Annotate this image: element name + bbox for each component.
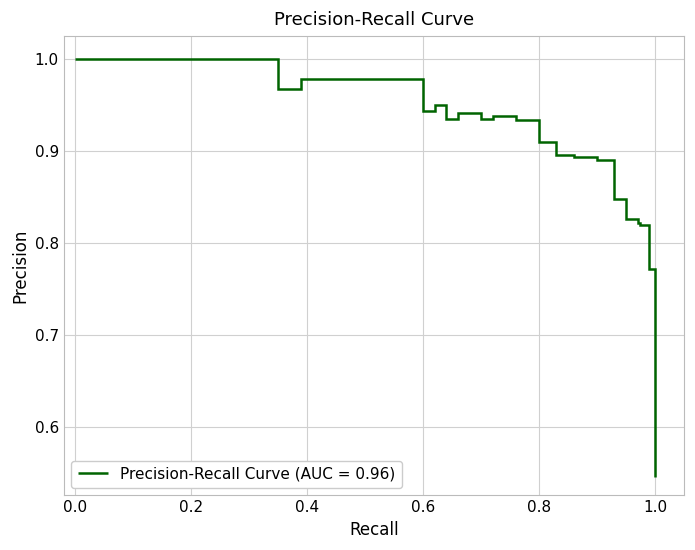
Precision-Recall Curve (AUC = 0.96) <box>633 219 641 226</box>
Title: Precision-Recall Curve: Precision-Recall Curve <box>274 11 474 29</box>
Legend: Precision-Recall Curve (AUC = 0.96): Precision-Recall Curve (AUC = 0.96) <box>72 460 402 488</box>
Precision-Recall Curve (AUC = 0.96) <box>651 474 659 480</box>
Precision-Recall Curve (AUC = 0.96) <box>636 219 644 226</box>
Precision-Recall Curve (AUC = 0.96) <box>570 154 578 161</box>
Precision-Recall Curve (AUC = 0.96) <box>297 76 306 82</box>
Precision-Recall Curve (AUC = 0.96) <box>645 221 653 228</box>
Precision-Recall Curve (AUC = 0.96) <box>651 265 659 272</box>
Precision-Recall Curve (AUC = 0.96) <box>622 216 630 222</box>
Precision-Recall Curve (AUC = 0.96) <box>274 56 282 63</box>
Precision-Recall Curve (AUC = 0.96) <box>402 76 410 82</box>
Precision-Recall Curve (AUC = 0.96) <box>442 102 450 108</box>
Precision-Recall Curve (AUC = 0.96) <box>512 113 520 119</box>
Precision-Recall Curve (AUC = 0.96) <box>71 56 79 63</box>
Precision-Recall Curve (AUC = 0.96) <box>535 139 543 145</box>
Precision-Recall Curve (AUC = 0.96) <box>651 265 659 272</box>
Y-axis label: Precision: Precision <box>11 229 29 303</box>
Precision-Recall Curve (AUC = 0.96) <box>477 116 485 122</box>
Precision-Recall Curve (AUC = 0.96) <box>274 85 282 92</box>
Precision-Recall Curve (AUC = 0.96) <box>477 110 485 117</box>
Precision-Recall Curve (AUC = 0.96) <box>454 110 462 117</box>
Precision-Recall Curve (AUC = 0.96) <box>402 76 410 82</box>
Precision-Recall Curve (AUC = 0.96) <box>610 195 619 202</box>
Precision-Recall Curve (AUC = 0.96) <box>622 195 630 202</box>
Precision-Recall Curve (AUC = 0.96) <box>535 117 543 123</box>
Precision-Recall Curve (AUC = 0.96) <box>419 76 427 82</box>
X-axis label: Recall: Recall <box>349 521 399 539</box>
Precision-Recall Curve (AUC = 0.96) <box>454 116 462 122</box>
Precision-Recall Curve (AUC = 0.96) <box>636 221 644 228</box>
Precision-Recall Curve (AUC = 0.96) <box>512 117 520 123</box>
Precision-Recall Curve (AUC = 0.96) <box>610 157 619 163</box>
Precision-Recall Curve (AUC = 0.96) <box>430 107 439 114</box>
Precision-Recall Curve (AUC = 0.96) <box>593 154 601 161</box>
Precision-Recall Curve (AUC = 0.96) <box>651 265 659 272</box>
Precision-Recall Curve (AUC = 0.96) <box>645 265 653 272</box>
Precision-Recall Curve (AUC = 0.96) <box>553 151 561 158</box>
Precision-Recall Curve (AUC = 0.96) <box>593 157 601 163</box>
Precision-Recall Curve (AUC = 0.96) <box>419 107 427 114</box>
Precision-Recall Curve (AUC = 0.96) <box>639 221 648 228</box>
Precision-Recall Curve (AUC = 0.96) <box>251 56 259 63</box>
Precision-Recall Curve (AUC = 0.96) <box>442 116 450 122</box>
Precision-Recall Curve (AUC = 0.96) <box>297 85 306 92</box>
Precision-Recall Curve (AUC = 0.96) <box>251 56 259 63</box>
Precision-Recall Curve (AUC = 0.96) <box>570 151 578 158</box>
Precision-Recall Curve (AUC = 0.96) <box>430 102 439 108</box>
Precision-Recall Curve (AUC = 0.96) <box>553 139 561 145</box>
Precision-Recall Curve (AUC = 0.96) <box>633 216 641 222</box>
Precision-Recall Curve (AUC = 0.96) <box>639 221 648 228</box>
Precision-Recall Curve (AUC = 0.96) <box>489 116 497 122</box>
Precision-Recall Curve (AUC = 0.96) <box>489 113 497 119</box>
Line: Precision-Recall Curve (AUC = 0.96): Precision-Recall Curve (AUC = 0.96) <box>75 59 655 477</box>
